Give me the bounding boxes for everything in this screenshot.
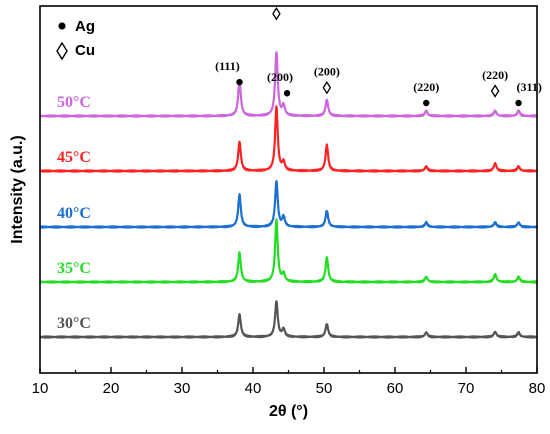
x-tick-label: 50	[316, 380, 333, 397]
ag-peak-marker	[236, 78, 243, 86]
cu-peak-marker	[490, 84, 500, 98]
plot-frame	[39, 5, 538, 374]
series-line-30c	[39, 300, 538, 339]
x-tick-label: 60	[387, 380, 404, 397]
series-line-50c	[39, 51, 538, 118]
legend-label: Cu	[75, 42, 95, 59]
peak-label: (220)	[413, 80, 439, 94]
cu-peak-marker	[272, 7, 281, 21]
x-axis-label: 2θ (°)	[269, 403, 308, 420]
series-label-45c: 45°C	[57, 149, 91, 166]
x-tick-label: 80	[529, 380, 546, 397]
legend-cu-marker	[56, 41, 68, 61]
peak-label: (220)	[482, 68, 508, 82]
peak-label: (200)	[314, 65, 340, 79]
series-line-40c	[39, 180, 538, 229]
peak-label: (311)	[517, 80, 542, 94]
ag-peak-marker	[423, 99, 430, 107]
x-tick-label: 40	[245, 380, 262, 397]
x-tick-label: 70	[458, 380, 475, 397]
legend: Ag Cu	[56, 18, 95, 61]
x-tick-label: 10	[32, 380, 49, 397]
x-tick-label: 20	[103, 380, 120, 397]
y-axis-label: Intensity (a.u.)	[9, 135, 26, 243]
series-group: 30°C 35°C 40°C 45°C 50°C	[39, 51, 538, 339]
peak-label: (111)	[215, 59, 240, 73]
peak-annotations: (111)(111)(200)(200)(220)(220)(311)	[215, 7, 542, 107]
series-label-50c: 50°C	[57, 94, 91, 111]
series-label-40c: 40°C	[57, 205, 91, 222]
series-label-30c: 30°C	[57, 315, 91, 332]
ag-peak-marker	[515, 99, 522, 107]
series-label-35c: 35°C	[57, 260, 91, 277]
legend-ag-marker	[58, 22, 66, 30]
peak-label: (200)	[267, 70, 293, 84]
cu-peak-marker	[322, 80, 332, 95]
series-line-45c	[39, 105, 538, 173]
x-tick-label: 30	[174, 380, 191, 397]
ag-peak-marker	[283, 90, 291, 97]
axes: 10 20 30 40 50 60 70 80 2θ (°) Intensity (a.u.)	[9, 5, 546, 420]
legend-label: Ag	[75, 18, 95, 35]
series-line-35c	[39, 218, 538, 284]
